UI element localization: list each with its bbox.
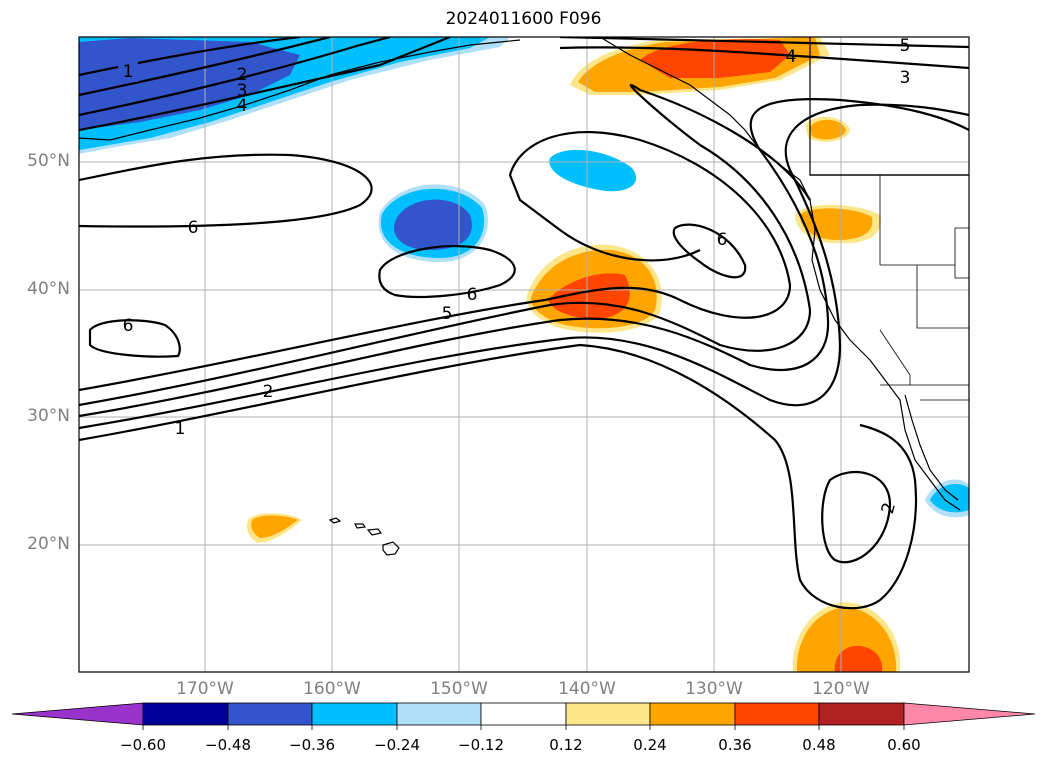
colorbar-tick: −0.36 (289, 736, 335, 754)
colorbar-tick: −0.12 (458, 736, 504, 754)
colorbar-bin-5 (480, 702, 567, 726)
shade-hawaii-mid (251, 515, 298, 538)
map-frame (78, 36, 970, 673)
contour-label-2: 2 (237, 65, 248, 85)
shade-small-orange-1b (810, 119, 846, 140)
state-lines (879, 175, 969, 401)
lon-label-140w: 140°W (558, 679, 616, 699)
hawaii-islands (328, 517, 400, 556)
contour-label-6d: 6 (123, 316, 134, 336)
contour-label-2b: 2 (263, 382, 274, 402)
colorbar-bin-3 (311, 702, 398, 726)
colorbar-tick: 0.12 (549, 736, 583, 754)
colorbar-tick: −0.60 (120, 736, 166, 754)
shade-nw-blue (79, 38, 300, 130)
us-west-coast (809, 199, 961, 511)
lon-label-150w: 150°W (430, 679, 488, 699)
colorbar-bin-4 (396, 702, 482, 726)
contour-label-4: 4 (237, 96, 248, 116)
colorbar-bin-1 (142, 702, 229, 726)
colorbar-bin-6 (565, 702, 651, 726)
colorbar-tick: −0.24 (374, 736, 420, 754)
colorbar-bin-7 (649, 702, 736, 726)
frame-box-ne (809, 37, 969, 176)
shaded-anomaly-layer (79, 37, 969, 672)
lon-label-160w: 160°W (303, 679, 361, 699)
colorbar-bin-8 (734, 702, 820, 726)
lat-label-30n: 30°N (27, 406, 70, 426)
map-title: 2024011600 F096 (445, 9, 602, 29)
colorbar-bin-9 (818, 702, 905, 726)
colorbar-bin-2 (227, 702, 313, 726)
colorbar-tick: 0.60 (887, 736, 921, 754)
contour-label-1b: 1 (175, 419, 186, 439)
contour-label-5b: 5 (442, 304, 453, 324)
contour-label-1: 1 (123, 62, 134, 82)
shade-central-blue (394, 199, 472, 250)
coastlines (79, 37, 969, 511)
colorbar-extend-left (11, 702, 144, 726)
contour-label-5: 5 (900, 36, 911, 56)
contour-label-2c: 2 (878, 500, 900, 516)
shade-bottom-red (834, 645, 883, 672)
lon-label-170w: 170°W (176, 679, 234, 699)
colorbar-tick: 0.48 (802, 736, 836, 754)
lat-label-20n: 20°N (27, 534, 70, 554)
colorbar-extend-right (903, 702, 1036, 726)
alaska-coast (79, 39, 521, 141)
colorbar-tick: 0.24 (633, 736, 667, 754)
contour-label-6b: 6 (717, 230, 728, 250)
baja-peninsula (904, 394, 959, 501)
lon-label-120w: 120°W (812, 679, 870, 699)
contour-labels: 1 2 3 4 4 5 3 6 6 6 5 6 2 1 2 (118, 36, 910, 516)
shade-orange-red (548, 273, 630, 319)
shade-baja-cyan (930, 484, 969, 513)
shade-small-cyan (549, 149, 637, 192)
contour-label-4b: 4 (786, 47, 797, 67)
contour-label-6c: 6 (467, 285, 478, 305)
contour-label-3: 3 (237, 81, 248, 101)
colorbar (11, 702, 1036, 730)
lat-label-50n: 50°N (27, 151, 70, 171)
height-contours (79, 37, 969, 610)
colorbar-tick: 0.36 (718, 736, 752, 754)
contour-label-3b: 3 (900, 68, 911, 88)
lon-label-130w: 130°W (685, 679, 743, 699)
lat-label-40n: 40°N (27, 279, 70, 299)
colorbar-tick: −0.48 (205, 736, 251, 754)
contour-label-6a: 6 (188, 218, 199, 238)
